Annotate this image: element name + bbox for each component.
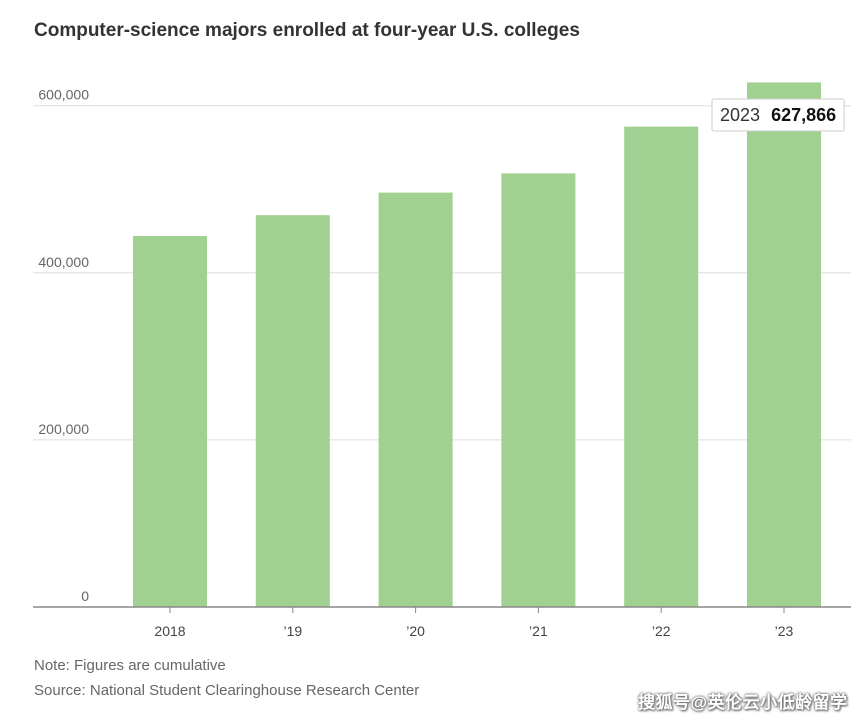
x-tick-label: ’22: [652, 623, 671, 639]
x-tick-label: 2018: [154, 623, 185, 639]
bar-chart: 0 200,000 400,000 600,000 2018 ’19 ’20 ’21 ’22 ’…: [33, 82, 851, 639]
bar[interactable]: [624, 126, 699, 607]
y-axis-ticks: 0 200,000 400,000 600,000: [38, 87, 89, 604]
x-tick-label: ’21: [529, 623, 548, 639]
chart-title: Computer-science majors enrolled at four…: [34, 20, 580, 41]
tooltip-box: [711, 98, 845, 132]
y-tick-label: 0: [81, 588, 89, 604]
x-axis-ticks: 2018 ’19 ’20 ’21 ’22 ’23: [154, 607, 794, 639]
x-tick-label: ’23: [775, 623, 794, 639]
chart-note: Note: Figures are cumulative: [34, 657, 226, 674]
bar[interactable]: [501, 173, 576, 608]
y-tick-label: 400,000: [38, 254, 89, 270]
watermark: 搜狐号@英伦云小低龄留学: [638, 693, 848, 712]
y-tick-label: 200,000: [38, 421, 89, 437]
tooltip-year: 2023: [720, 105, 760, 125]
bar[interactable]: [747, 82, 821, 607]
bar[interactable]: [133, 236, 207, 607]
bar[interactable]: [378, 192, 453, 607]
x-tick-label: ’20: [406, 623, 425, 639]
tooltip-text: 2023 627,866: [720, 105, 836, 125]
tooltip-value: 627,866: [771, 105, 836, 125]
x-tick-label: ’19: [283, 623, 302, 639]
value-tooltip: 2023 627,866: [711, 98, 845, 132]
bars: [133, 82, 821, 608]
chart-source: Source: National Student Clearinghouse R…: [34, 682, 420, 699]
bar[interactable]: [255, 215, 330, 607]
y-tick-label: 600,000: [38, 87, 89, 103]
